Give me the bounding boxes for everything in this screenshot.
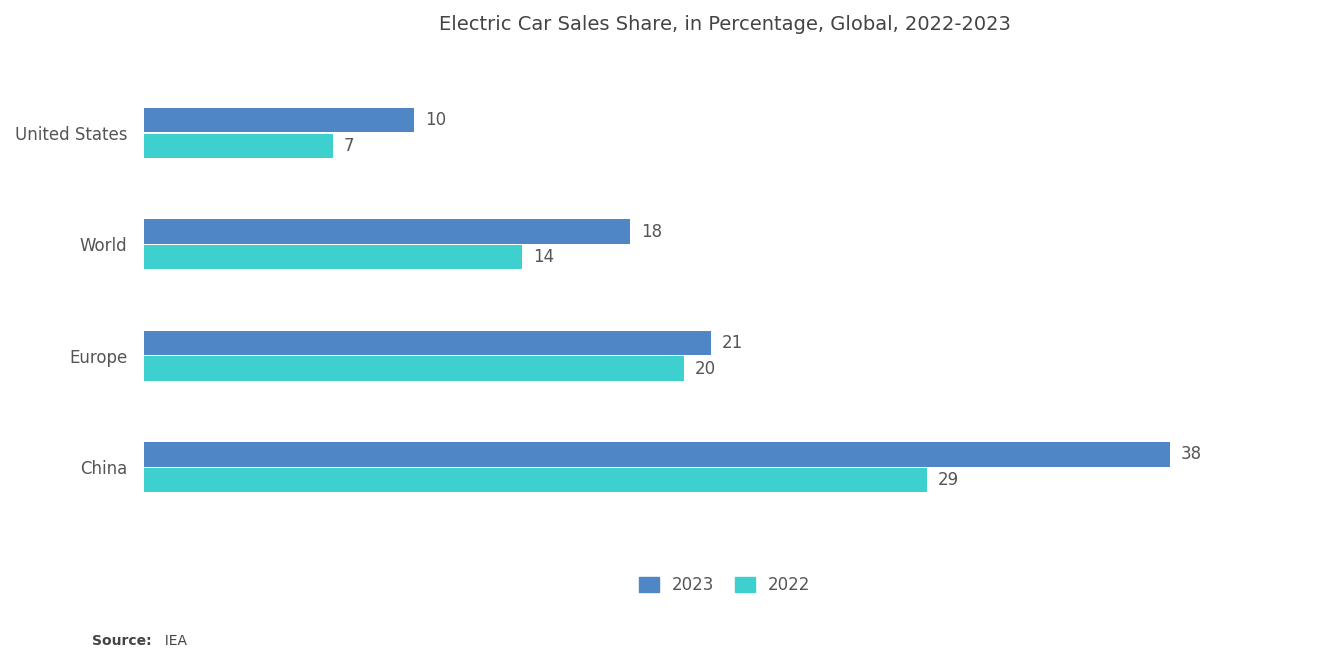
Legend: 2023, 2022: 2023, 2022	[632, 569, 817, 600]
Text: 7: 7	[345, 137, 355, 155]
Text: 29: 29	[937, 471, 958, 489]
Bar	[144, 134, 333, 158]
Text: 18: 18	[642, 223, 663, 241]
Bar	[144, 442, 1170, 467]
Text: 14: 14	[533, 248, 554, 266]
Text: 21: 21	[722, 334, 743, 352]
Text: Source:: Source:	[92, 634, 152, 648]
Text: 20: 20	[694, 360, 715, 378]
Text: IEA: IEA	[156, 634, 186, 648]
Bar	[144, 245, 523, 269]
Bar	[144, 467, 927, 492]
Text: 38: 38	[1181, 446, 1203, 464]
Text: 10: 10	[425, 111, 446, 129]
Bar	[144, 219, 630, 244]
Bar	[144, 356, 684, 381]
Bar	[144, 108, 414, 132]
Title: Electric Car Sales Share, in Percentage, Global, 2022-2023: Electric Car Sales Share, in Percentage,…	[438, 15, 1011, 34]
Bar	[144, 331, 711, 355]
